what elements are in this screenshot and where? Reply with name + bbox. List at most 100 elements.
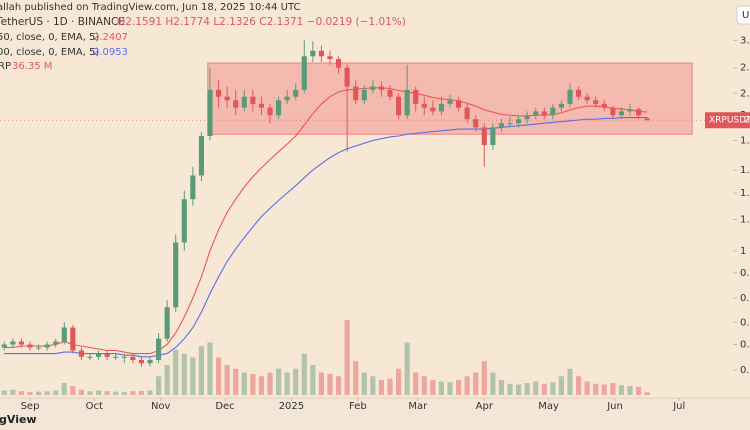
candle-body bbox=[138, 359, 144, 364]
volume-bar bbox=[233, 368, 239, 395]
volume-bar bbox=[353, 361, 359, 395]
volume-bar bbox=[593, 383, 599, 395]
candle-body bbox=[190, 175, 196, 200]
volume-bar bbox=[276, 368, 282, 395]
candle-body bbox=[413, 89, 419, 104]
volume-bar bbox=[138, 390, 144, 395]
volume-bar bbox=[104, 391, 110, 395]
candle-body bbox=[524, 115, 530, 120]
candle-body bbox=[96, 353, 102, 357]
volume-bar bbox=[327, 374, 333, 395]
y-tick-label: 1.9 bbox=[740, 135, 750, 146]
ema50-value: 2.2407 bbox=[93, 32, 128, 43]
candle-body bbox=[156, 338, 162, 360]
candle-body bbox=[36, 347, 42, 349]
candle-body bbox=[481, 127, 487, 146]
candle-body bbox=[404, 89, 410, 116]
volume-bar bbox=[216, 357, 222, 395]
volume-bar bbox=[113, 391, 119, 395]
volume-bar bbox=[533, 381, 539, 395]
candle-body bbox=[121, 356, 127, 358]
volume-bar bbox=[378, 380, 384, 395]
candle-body bbox=[87, 356, 93, 358]
y-tick-label: 0.66 bbox=[740, 317, 750, 328]
volume-bar bbox=[44, 391, 50, 395]
volume-bar bbox=[344, 320, 350, 395]
volume-bar bbox=[96, 390, 102, 395]
volume-bar bbox=[301, 353, 307, 395]
candle-body bbox=[396, 96, 402, 116]
ohlc: O2.1591 H2.1774 L2.1326 C2.1371 −0.0219 … bbox=[117, 16, 406, 28]
candle-body bbox=[370, 86, 376, 90]
volume-bar bbox=[558, 376, 564, 395]
volume-bar bbox=[207, 342, 213, 395]
y-tick-label: 1.4 bbox=[740, 188, 750, 199]
y-tick-label: 0.5 bbox=[740, 365, 750, 376]
candle-body bbox=[207, 89, 213, 136]
volume-bar bbox=[456, 380, 462, 395]
volume-bar bbox=[627, 386, 633, 395]
candle-body bbox=[636, 109, 642, 116]
volume-bar bbox=[516, 384, 522, 395]
x-tick-label: May bbox=[538, 401, 559, 412]
volume-bar bbox=[224, 365, 230, 395]
x-tick-label: Mar bbox=[408, 401, 428, 412]
x-tick-label: Nov bbox=[151, 401, 171, 412]
candle-body bbox=[567, 89, 573, 104]
candle-body bbox=[53, 341, 59, 345]
y-tick-label: 1 bbox=[740, 246, 746, 257]
volume-bar bbox=[36, 391, 42, 395]
candle-body bbox=[344, 67, 350, 87]
volume-bar bbox=[156, 376, 162, 395]
candle-body bbox=[387, 89, 393, 97]
candle-body bbox=[456, 100, 462, 108]
volume-bar bbox=[481, 361, 487, 395]
volume-bar bbox=[438, 381, 444, 395]
candle-body bbox=[224, 96, 230, 101]
volume-bar bbox=[130, 391, 136, 395]
publisher: allah published on TradingView.com, Jun … bbox=[0, 2, 301, 13]
candle-body bbox=[464, 107, 470, 120]
volume-bar bbox=[644, 392, 650, 395]
volume-bar bbox=[387, 378, 393, 395]
price-label-box bbox=[705, 112, 750, 129]
candle-body bbox=[498, 123, 504, 128]
candle-body bbox=[61, 327, 67, 342]
y-tick-label: 2.9 bbox=[740, 63, 750, 74]
candle-body bbox=[576, 89, 582, 97]
candle-body bbox=[361, 89, 367, 101]
candle-body bbox=[301, 56, 307, 90]
candle-body bbox=[430, 107, 436, 112]
currency-box[interactable] bbox=[736, 5, 750, 25]
volume-bar bbox=[78, 389, 84, 395]
x-tick-label: Sep bbox=[21, 401, 40, 412]
volume-bar bbox=[27, 392, 33, 395]
volume-label: RP bbox=[0, 61, 11, 72]
candle-body bbox=[533, 111, 539, 116]
volume-bar bbox=[293, 368, 299, 395]
volume-bar bbox=[636, 386, 642, 395]
volume-bar bbox=[490, 372, 496, 395]
volume-bar bbox=[267, 372, 273, 395]
x-tick-label: Dec bbox=[215, 401, 234, 412]
volume-bar bbox=[404, 342, 410, 395]
price-label: XRPUSDT bbox=[709, 116, 750, 126]
candle-body bbox=[173, 242, 179, 308]
volume-bar bbox=[601, 384, 607, 395]
volume-bar bbox=[190, 357, 196, 395]
candle-body bbox=[601, 103, 607, 108]
ema200-value: 2.0953 bbox=[93, 47, 128, 58]
candle-body bbox=[627, 109, 633, 112]
candle-body bbox=[70, 327, 76, 351]
candle-body bbox=[130, 356, 136, 360]
candle-body bbox=[147, 359, 153, 364]
candle-body bbox=[18, 341, 24, 345]
candle-body bbox=[584, 96, 590, 101]
volume-bar bbox=[430, 380, 436, 395]
volume-bar bbox=[198, 346, 204, 395]
last-price: 2.1371 bbox=[744, 116, 750, 126]
candle-body bbox=[241, 96, 247, 108]
